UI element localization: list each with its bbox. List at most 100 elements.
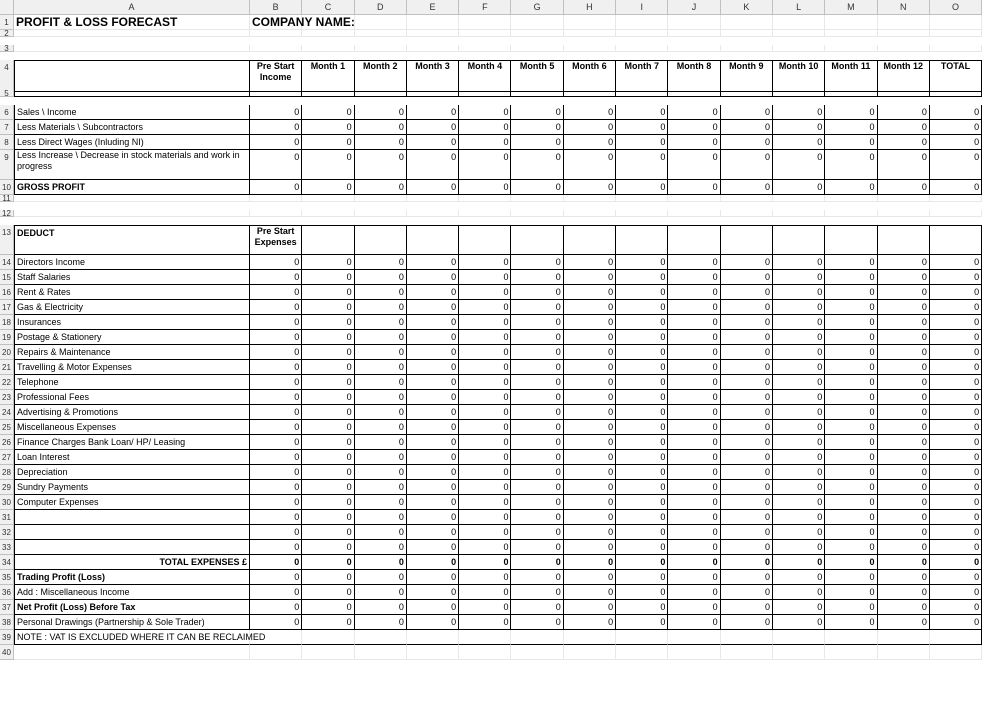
cell[interactable] — [773, 15, 825, 30]
value-cell[interactable]: 0 — [355, 255, 407, 270]
row-header[interactable]: 12 — [0, 210, 14, 217]
value-cell[interactable]: 0 — [355, 555, 407, 570]
value-cell[interactable]: 0 — [407, 345, 459, 360]
value-cell[interactable]: 0 — [355, 120, 407, 135]
value-cell[interactable]: 0 — [511, 405, 563, 420]
cell[interactable] — [302, 630, 354, 645]
value-cell[interactable]: 0 — [564, 315, 616, 330]
row-header[interactable]: 25 — [0, 420, 14, 435]
value-cell[interactable]: 0 — [459, 585, 511, 600]
row-header[interactable]: 27 — [0, 450, 14, 465]
row-header[interactable]: 16 — [0, 285, 14, 300]
value-cell[interactable]: 0 — [878, 495, 930, 510]
value-cell[interactable]: 0 — [721, 510, 773, 525]
cell[interactable] — [825, 195, 877, 202]
value-cell[interactable]: 0 — [721, 570, 773, 585]
value-cell[interactable]: 0 — [407, 270, 459, 285]
row-header[interactable]: 7 — [0, 120, 14, 135]
value-cell[interactable]: 0 — [459, 480, 511, 495]
title[interactable]: PROFIT & LOSS FORECAST — [14, 15, 250, 30]
value-cell[interactable]: 0 — [511, 330, 563, 345]
cell[interactable] — [459, 225, 511, 255]
row-header[interactable]: 20 — [0, 345, 14, 360]
cell[interactable] — [302, 15, 354, 30]
value-cell[interactable]: 0 — [930, 180, 982, 195]
value-cell[interactable]: 0 — [930, 390, 982, 405]
value-cell[interactable]: 0 — [825, 510, 877, 525]
value-cell[interactable]: 0 — [721, 255, 773, 270]
value-cell[interactable]: 0 — [668, 345, 720, 360]
cell[interactable] — [773, 225, 825, 255]
row-label[interactable]: Less Direct Wages (Inluding NI) — [14, 135, 250, 150]
row-header[interactable]: 26 — [0, 435, 14, 450]
row-label[interactable]: Net Profit (Loss) Before Tax — [14, 600, 250, 615]
month-header[interactable]: Month 10 — [773, 60, 825, 92]
value-cell[interactable]: 0 — [930, 135, 982, 150]
value-cell[interactable]: 0 — [616, 435, 668, 450]
cell[interactable] — [616, 645, 668, 660]
value-cell[interactable]: 0 — [302, 600, 354, 615]
value-cell[interactable]: 0 — [825, 615, 877, 630]
value-cell[interactable]: 0 — [407, 525, 459, 540]
row-header[interactable]: 35 — [0, 570, 14, 585]
value-cell[interactable]: 0 — [459, 390, 511, 405]
value-cell[interactable]: 0 — [825, 585, 877, 600]
spreadsheet-grid[interactable]: ABCDEFGHIJKLMNO1PROFIT & LOSS FORECASTCO… — [0, 0, 995, 660]
value-cell[interactable]: 0 — [302, 495, 354, 510]
value-cell[interactable]: 0 — [878, 120, 930, 135]
value-cell[interactable]: 0 — [250, 540, 302, 555]
value-cell[interactable]: 0 — [825, 420, 877, 435]
value-cell[interactable]: 0 — [668, 120, 720, 135]
value-cell[interactable]: 0 — [250, 105, 302, 120]
value-cell[interactable]: 0 — [773, 390, 825, 405]
value-cell[interactable]: 0 — [250, 480, 302, 495]
column-header[interactable]: O — [930, 0, 982, 15]
row-header[interactable]: 8 — [0, 135, 14, 150]
cell[interactable] — [407, 630, 459, 645]
value-cell[interactable]: 0 — [668, 615, 720, 630]
value-cell[interactable]: 0 — [930, 405, 982, 420]
value-cell[interactable]: 0 — [825, 150, 877, 180]
value-cell[interactable]: 0 — [564, 585, 616, 600]
cell[interactable] — [878, 645, 930, 660]
value-cell[interactable]: 0 — [773, 360, 825, 375]
value-cell[interactable]: 0 — [878, 540, 930, 555]
value-cell[interactable]: 0 — [616, 585, 668, 600]
value-cell[interactable]: 0 — [930, 375, 982, 390]
value-cell[interactable]: 0 — [616, 525, 668, 540]
month-header[interactable]: Month 3 — [407, 60, 459, 92]
cell[interactable] — [511, 15, 563, 30]
value-cell[interactable]: 0 — [668, 300, 720, 315]
value-cell[interactable]: 0 — [930, 105, 982, 120]
cell[interactable] — [668, 210, 720, 217]
column-header[interactable]: G — [511, 0, 563, 15]
value-cell[interactable]: 0 — [878, 345, 930, 360]
value-cell[interactable]: 0 — [773, 570, 825, 585]
value-cell[interactable]: 0 — [250, 270, 302, 285]
value-cell[interactable]: 0 — [355, 615, 407, 630]
cell[interactable] — [721, 210, 773, 217]
cell[interactable] — [355, 15, 407, 30]
value-cell[interactable]: 0 — [564, 450, 616, 465]
cell[interactable] — [616, 30, 668, 37]
value-cell[interactable]: 0 — [878, 150, 930, 180]
value-cell[interactable]: 0 — [302, 420, 354, 435]
value-cell[interactable]: 0 — [564, 435, 616, 450]
cell[interactable] — [511, 30, 563, 37]
value-cell[interactable]: 0 — [250, 510, 302, 525]
value-cell[interactable]: 0 — [407, 510, 459, 525]
value-cell[interactable]: 0 — [459, 150, 511, 180]
value-cell[interactable]: 0 — [459, 345, 511, 360]
column-header[interactable]: F — [459, 0, 511, 15]
value-cell[interactable]: 0 — [825, 435, 877, 450]
value-cell[interactable]: 0 — [407, 435, 459, 450]
value-cell[interactable]: 0 — [721, 585, 773, 600]
value-cell[interactable]: 0 — [930, 600, 982, 615]
value-cell[interactable]: 0 — [564, 105, 616, 120]
cell[interactable] — [825, 225, 877, 255]
value-cell[interactable]: 0 — [302, 480, 354, 495]
cell[interactable] — [616, 90, 668, 97]
value-cell[interactable]: 0 — [878, 615, 930, 630]
value-cell[interactable]: 0 — [407, 585, 459, 600]
row-header[interactable]: 15 — [0, 270, 14, 285]
